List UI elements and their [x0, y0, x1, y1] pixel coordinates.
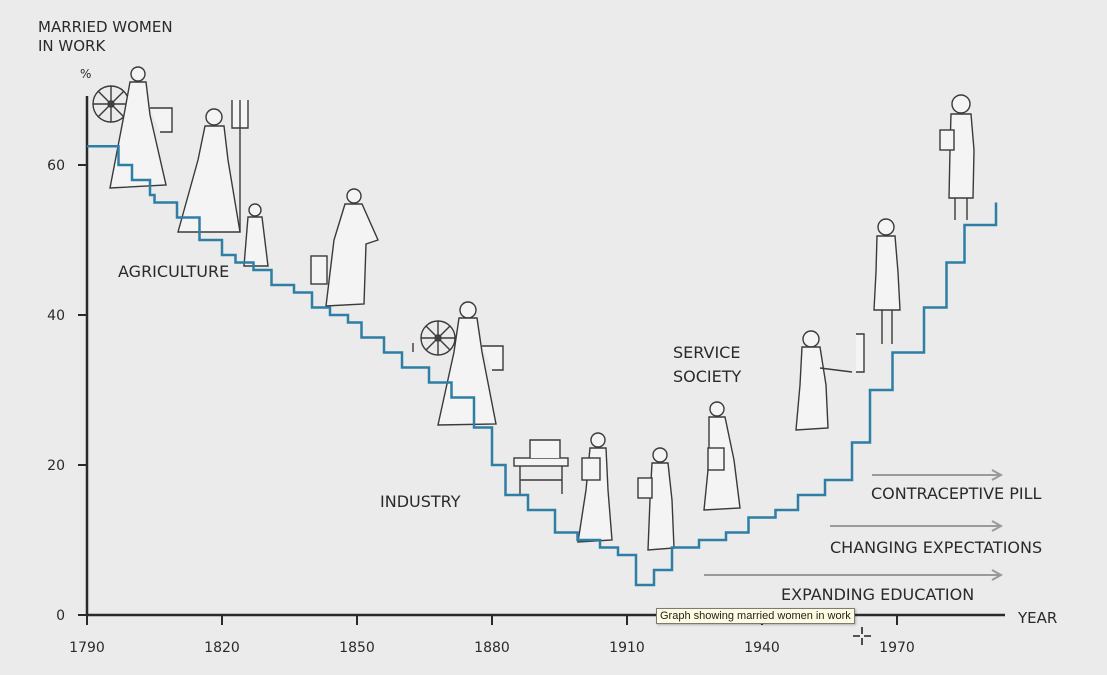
trend-arrows: [704, 469, 1004, 581]
annotation-industry: INDUSTRY: [380, 492, 461, 511]
child-figure-illustration: [243, 203, 269, 267]
illustrations: [92, 66, 975, 551]
milkmaid-illustration: [310, 188, 379, 307]
woman-figure-illustration: [109, 66, 173, 189]
arrowhead-icon: [991, 469, 1004, 481]
x-tick-label: 1820: [204, 640, 240, 656]
x-axis-title: YEAR: [1017, 609, 1057, 627]
woman-figure-illustration: [437, 301, 504, 426]
woman-with-pitchfork-illustration: [177, 100, 249, 233]
trend-contraceptive-pill: CONTRACEPTIVE PILL: [871, 484, 1041, 503]
trend-changing-expectations: CHANGING EXPECTATIONS: [830, 538, 1042, 557]
x-tick-label: 1970: [879, 640, 915, 656]
woman-presenting-illustration: [795, 330, 865, 431]
x-tick-label: 1910: [609, 640, 645, 656]
spinning-wheel-illustration: [412, 320, 456, 356]
sewing-machine-illustration: [513, 439, 569, 494]
woman-standing-illustration: [873, 218, 901, 344]
woman-with-shoulder-bag-illustration: [939, 94, 975, 220]
y-tick-label: 20: [47, 458, 65, 474]
annotation-agriculture: AGRICULTURE: [118, 262, 229, 281]
woman-with-book-illustration: [703, 401, 741, 511]
y-axis-title-line2: IN WORK: [38, 37, 106, 55]
woman-with-basket-illustration: [577, 432, 613, 543]
y-axis-unit: %: [80, 67, 91, 81]
woman-with-handbag-illustration: [637, 447, 675, 551]
arrowhead-icon: [991, 520, 1004, 532]
x-tick-label: 1940: [744, 640, 780, 656]
x-tick-label: 1850: [339, 640, 375, 656]
tooltip: Graph showing married women in work: [656, 608, 855, 624]
x-tick-label: 1790: [69, 640, 105, 656]
y-axis-title-line1: MARRIED WOMEN: [38, 18, 173, 36]
x-tick-label: 1880: [474, 640, 510, 656]
step-series-line: [87, 145, 998, 587]
y-tick-label: 40: [47, 308, 65, 324]
annotation-service-line2: SOCIETY: [673, 367, 742, 386]
y-tick-label: 60: [47, 158, 65, 174]
arrowhead-icon: [991, 569, 1004, 581]
trend-expanding-education: EXPANDING EDUCATION: [781, 585, 974, 604]
y-tick-label: 0: [56, 608, 65, 624]
annotation-service-line1: SERVICE: [673, 343, 740, 362]
crosshair-cursor-icon: [853, 627, 871, 645]
ticks: 1790 1820 1850 1880 1910 1940 1970 0 20 40 60: [47, 158, 915, 656]
